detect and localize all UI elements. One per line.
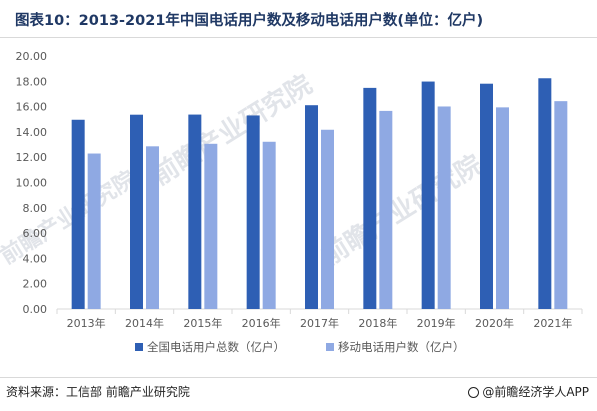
bar-total-users [305, 105, 318, 310]
y-tick-label: 14.00 [16, 126, 48, 139]
legend-label: 全国电话用户总数（亿户） [147, 340, 285, 354]
bar-mobile-users [554, 101, 568, 310]
brand-credit: @前瞻经济学人APP [468, 383, 589, 400]
bar-total-users [246, 115, 260, 309]
y-tick-label: 8.00 [23, 202, 48, 215]
y-tick-label: 16.00 [16, 101, 48, 114]
bar-mobile-users [204, 143, 218, 309]
bar-total-users [188, 114, 202, 309]
bar-mobile-users [262, 141, 276, 309]
bar-total-users [363, 87, 377, 310]
brand-logo-icon [468, 387, 480, 398]
bar-mobile-users [321, 129, 334, 309]
y-tick-label: 6.00 [23, 227, 48, 240]
bar-total-users [71, 119, 85, 309]
title-divider [0, 37, 597, 38]
bar-chart: 0.00 2.00 4.00 6.00 8.00 10.00 12.00 14.00 16.00… [16, 50, 583, 354]
chart-title: 图表10：2013-2021年中国电话用户数及移动电话用户数(单位：亿户) [15, 13, 484, 29]
y-tick-label: 4.00 [23, 252, 48, 265]
x-tick-label: 2017年 [300, 316, 339, 330]
bar-mobile-users [437, 106, 451, 309]
legend-label: 移动电话用户数（亿户） [338, 340, 465, 354]
x-tick-label: 2013年 [67, 316, 106, 330]
bar-mobile-users [496, 107, 509, 309]
y-tick-label: 0.00 [23, 303, 48, 316]
x-tick-label: 2014年 [125, 316, 164, 330]
x-tick-label: 2019年 [417, 316, 456, 330]
source-note: 资料来源：工信部 前瞻产业研究院 [6, 385, 190, 399]
legend-swatch [326, 343, 334, 351]
y-tick-label: 12.00 [16, 151, 48, 164]
x-tick-label: 2021年 [533, 316, 572, 330]
y-tick-label: 10.00 [16, 177, 48, 190]
bar-mobile-users [379, 110, 393, 309]
brand-text: @前瞻经济学人APP [482, 385, 589, 399]
x-tick-label: 2016年 [242, 316, 281, 330]
bar-mobile-users [87, 153, 101, 309]
x-tick-label: 2020年 [475, 316, 514, 330]
y-tick-label: 20.00 [16, 50, 48, 63]
bar-total-users [421, 81, 435, 309]
bar-total-users [480, 83, 493, 310]
bar-mobile-users [146, 146, 159, 309]
bar-total-users [538, 78, 552, 309]
legend-swatch [135, 343, 143, 351]
x-tick-label: 2018年 [358, 316, 397, 330]
footer-divider [0, 377, 597, 378]
bar-total-users [130, 114, 143, 309]
x-tick-label: 2015年 [183, 316, 222, 330]
y-tick-label: 18.00 [16, 75, 48, 88]
y-tick-label: 2.00 [23, 278, 48, 291]
